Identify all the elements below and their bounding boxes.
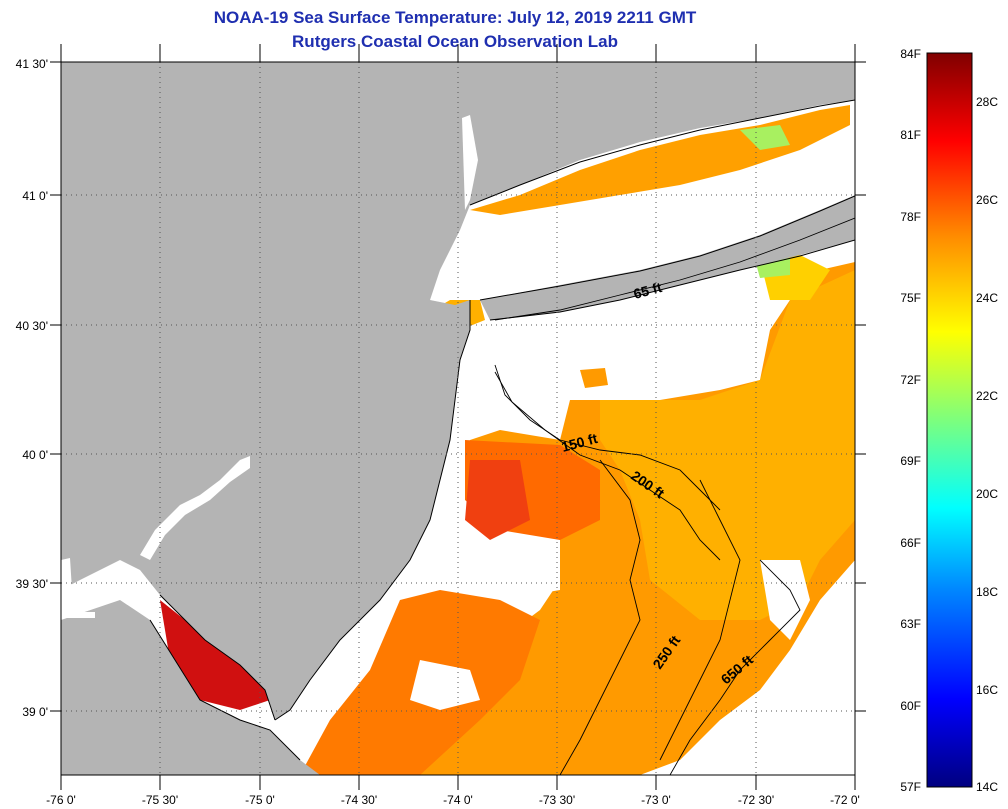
lon-label: -73 30' bbox=[539, 793, 575, 807]
tick-marks bbox=[50, 44, 866, 790]
colorbar-f-label: 66F bbox=[900, 536, 921, 550]
lon-label: -72 0' bbox=[830, 793, 860, 807]
colorbar bbox=[926, 52, 973, 788]
depth-contours bbox=[494, 217, 855, 775]
colorbar-c-label: 26C bbox=[976, 193, 998, 207]
depth-label-65ft: 65 ft bbox=[632, 279, 664, 302]
lat-label: 39 0' bbox=[22, 705, 48, 719]
lat-label: 40 0' bbox=[22, 448, 48, 462]
lon-label: -75 0' bbox=[245, 793, 275, 807]
lon-label: -76 0' bbox=[46, 793, 76, 807]
colorbar-f-label: 69F bbox=[900, 454, 921, 468]
colorbar-f-label: 60F bbox=[900, 699, 921, 713]
lon-label: -72 30' bbox=[738, 793, 774, 807]
map-title: NOAA-19 Sea Surface Temperature: July 12… bbox=[213, 8, 697, 27]
colorbar-c-label: 18C bbox=[976, 585, 998, 599]
colorbar-c-label: 28C bbox=[976, 95, 998, 109]
coastline bbox=[149, 99, 855, 761]
lat-label: 39 30' bbox=[16, 577, 48, 591]
colorbar-f-label: 63F bbox=[900, 617, 921, 631]
lon-label: -73 0' bbox=[641, 793, 671, 807]
lat-label: 41 30' bbox=[16, 57, 48, 71]
colorbar-c-label: 24C bbox=[976, 291, 998, 305]
lat-label: 40 30' bbox=[16, 319, 48, 333]
lon-label: -74 30' bbox=[341, 793, 377, 807]
colorbar-c-label: 20C bbox=[976, 487, 998, 501]
lon-label: -75 30' bbox=[142, 793, 178, 807]
lon-label: -74 0' bbox=[443, 793, 473, 807]
colorbar-c-label: 22C bbox=[976, 389, 998, 403]
lat-label: 41 0' bbox=[22, 189, 48, 203]
colorbar-f-label: 72F bbox=[900, 373, 921, 387]
colorbar-f-label: 78F bbox=[900, 210, 921, 224]
colorbar-f-label: 75F bbox=[900, 291, 921, 305]
colorbar-f-label: 81F bbox=[900, 128, 921, 142]
colorbar-c-label: 14C bbox=[976, 780, 998, 794]
sst-field bbox=[300, 255, 855, 775]
colorbar-f-label: 84F bbox=[900, 47, 921, 61]
colorbar-c-label: 16C bbox=[976, 683, 998, 697]
colorbar-f-label: 57F bbox=[900, 780, 921, 794]
land bbox=[61, 62, 855, 775]
map-panel: 65 ft 150 ft 200 ft 250 ft 650 ft bbox=[61, 62, 855, 775]
map-subtitle: Rutgers Coastal Ocean Observation Lab bbox=[292, 32, 618, 51]
